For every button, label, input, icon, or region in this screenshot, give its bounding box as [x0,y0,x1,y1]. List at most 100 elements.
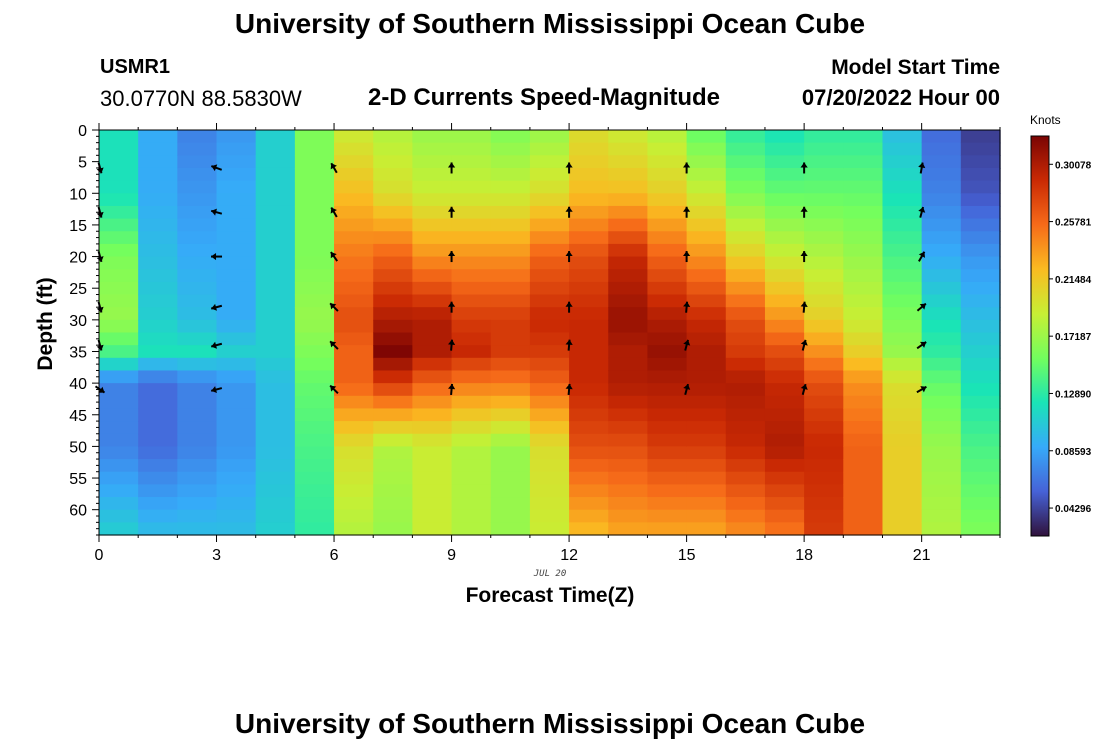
x-tick-label: 12 [560,547,578,564]
current-arrow-head [96,256,104,262]
heatmap-cell [882,130,923,144]
heatmap-cell [373,155,413,169]
heatmap-cell [882,395,923,410]
current-arrow [800,383,808,396]
heatmap-cell [882,142,923,156]
heatmap-cell [294,446,335,460]
heatmap-cell [804,497,844,511]
heatmap-cell [921,459,962,473]
heatmap-cell [138,193,178,207]
heatmap-cell [686,281,727,296]
heatmap-cell [569,193,609,207]
heatmap-cell [960,256,1001,270]
heatmap-cell [921,383,962,397]
heatmap-cell [334,142,374,156]
heatmap-cell [529,231,570,245]
heatmap-cell [490,307,531,321]
heatmap-cell [138,433,178,448]
heatmap-cell [725,155,766,169]
heatmap-cell [764,433,805,448]
current-arrow [329,384,339,395]
heatmap-cell [647,370,688,384]
heatmap-cell [529,497,570,511]
heatmap-cell [451,319,492,334]
heatmap-cell [608,218,649,232]
heatmap-cell [686,193,727,207]
heatmap-cell [373,522,413,536]
heatmap-cell [294,459,335,473]
heatmap-cell [99,218,139,232]
heatmap-cell [764,383,805,397]
heatmap-cell [255,256,296,270]
heatmap-cell [490,205,531,220]
heatmap-cell [882,471,923,485]
x-tick-label: 0 [95,547,104,564]
heatmap-cell [255,167,296,182]
current-arrow [565,301,573,313]
y-tick-label: 10 [69,186,87,203]
heatmap-cell [177,243,218,258]
heatmap-cell [569,471,609,485]
heatmap-cell [412,256,453,270]
heatmap-cell [334,471,374,485]
heatmap-cell [725,459,766,473]
heatmap-cell [921,218,962,232]
y-tick-label: 20 [69,250,87,267]
heatmap-cell [725,497,766,511]
heatmap-cell [647,395,688,410]
current-arrow [918,251,926,262]
heatmap-cell [843,180,884,194]
heatmap-cell [921,357,962,372]
heatmap-cell [764,243,805,258]
heatmap-cell [569,421,609,435]
heatmap-cell [647,446,688,460]
heatmap-cell [490,130,531,144]
heatmap-cell [647,243,688,258]
y-tick-label: 15 [69,218,87,235]
heatmap-cell [373,421,413,435]
heatmap-cell [412,509,453,523]
heatmap-cell [686,395,727,410]
heatmap-cell [686,205,727,220]
y-tick-label: 0 [78,123,87,140]
y-tick-label: 40 [69,376,87,393]
heatmap-cell [373,370,413,384]
heatmap-cell [882,345,923,359]
heatmap-cell [490,421,531,435]
heatmap-cell [647,218,688,232]
current-arrow [447,301,456,313]
heatmap-cell [960,433,1001,448]
heatmap-cell [804,383,844,397]
heatmap-cell [764,205,805,220]
heatmap-cell [608,459,649,473]
heatmap-cell [138,509,178,523]
heatmap-cell [451,383,492,397]
heatmap-cell [334,370,374,384]
heatmap-cell [412,522,453,536]
heatmap-cell [725,269,766,283]
heatmap-cell [177,459,218,473]
heatmap-cell [764,509,805,523]
heatmap-cell [177,167,218,182]
heatmap-cell [725,421,766,435]
heatmap-cell [725,357,766,372]
heatmap-cell [921,421,962,435]
heatmap-cell [804,130,844,144]
heatmap-cell [647,319,688,334]
heatmap-cell [608,370,649,384]
heatmap-cell [490,281,531,296]
heatmap-cell [373,269,413,283]
heatmap-cell [451,269,492,283]
heatmap-cell [216,319,257,334]
heatmap-cell [843,243,884,258]
heatmap-cell [608,357,649,372]
heatmap-cell [451,281,492,296]
heatmap-cell [138,497,178,511]
current-arrow-head [447,301,456,307]
heatmap-cell [373,130,413,144]
heatmap-cell [608,345,649,359]
heatmap-cell [960,484,1001,498]
heatmap-cell [490,446,531,460]
heatmap-cell [334,256,374,270]
heatmap-cell [764,155,805,169]
